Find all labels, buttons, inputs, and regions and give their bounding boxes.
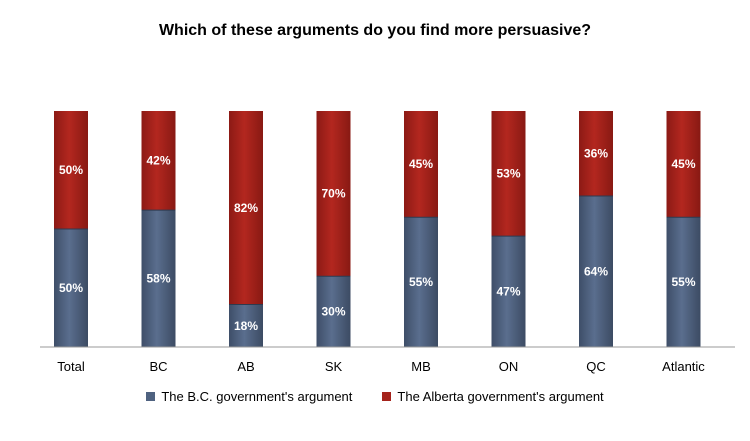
x-tick-label-bc: BC xyxy=(149,359,167,374)
bar-bc-atlantic xyxy=(666,217,701,347)
legend-swatch-bc xyxy=(146,392,156,401)
data-label-alberta-bc: 42% xyxy=(146,154,170,168)
bar-bc-sk xyxy=(316,276,351,347)
x-tick-label-qc: QC xyxy=(586,359,606,374)
bar-alberta-on xyxy=(491,111,526,237)
data-label-alberta-qc: 36% xyxy=(584,146,608,160)
legend-item-alberta: The Alberta government's argument xyxy=(382,389,604,404)
data-label-bc-qc: 64% xyxy=(584,264,608,278)
data-label-alberta-total: 50% xyxy=(59,163,83,177)
data-label-bc-on: 47% xyxy=(496,285,520,299)
bar-alberta-total xyxy=(54,111,88,229)
data-label-alberta-mb: 45% xyxy=(409,157,433,171)
bar-alberta-sk xyxy=(316,111,351,277)
data-label-bc-mb: 55% xyxy=(409,275,433,289)
bar-bc-total xyxy=(54,229,88,347)
data-label-bc-bc: 58% xyxy=(146,272,170,286)
data-label-bc-sk: 30% xyxy=(321,305,345,319)
x-tick-labels: Total BC AB SK MB ON QC Atlantic xyxy=(57,359,705,374)
bar-alberta-bc xyxy=(141,111,176,211)
x-tick-label-mb: MB xyxy=(411,359,431,374)
legend: The B.C. government's argument The Alber… xyxy=(0,389,750,404)
bar-bc-on xyxy=(491,236,526,347)
data-label-alberta-atlantic: 45% xyxy=(671,157,695,171)
data-label-alberta-ab: 82% xyxy=(234,201,258,215)
legend-label-alberta: The Alberta government's argument xyxy=(397,389,604,404)
data-label-alberta-on: 53% xyxy=(496,167,520,181)
bar-alberta-mb xyxy=(404,111,438,218)
legend-swatch-alberta xyxy=(382,392,392,401)
bar-bc-mb xyxy=(404,217,438,347)
data-label-bc-ab: 18% xyxy=(234,319,258,333)
bars-group: 50% 50% 42% 58% 82% 18% 70% 30% 45% 55% 53% 47% 36% 6… xyxy=(54,111,701,347)
chart-title: Which of these arguments do you find mor… xyxy=(158,22,592,39)
data-label-bc-atlantic: 55% xyxy=(671,275,695,289)
bar-bc-bc xyxy=(141,210,176,347)
bar-alberta-atlantic xyxy=(666,111,701,218)
x-tick-label-sk: SK xyxy=(325,359,343,374)
x-tick-label-ab: AB xyxy=(237,359,254,374)
x-tick-label-atlantic: Atlantic xyxy=(662,359,705,374)
data-label-bc-total: 50% xyxy=(59,281,83,295)
bar-bc-qc xyxy=(579,195,613,347)
x-tick-label-on: ON xyxy=(499,359,519,374)
legend-item-bc: The B.C. government's argument xyxy=(146,389,352,404)
bar-bc-ab xyxy=(229,304,263,347)
bar-alberta-qc xyxy=(579,111,613,196)
data-label-alberta-sk: 70% xyxy=(321,187,345,201)
x-tick-label-total: Total xyxy=(57,359,85,374)
legend-label-bc: The B.C. government's argument xyxy=(161,389,353,404)
bar-alberta-ab xyxy=(229,111,263,305)
